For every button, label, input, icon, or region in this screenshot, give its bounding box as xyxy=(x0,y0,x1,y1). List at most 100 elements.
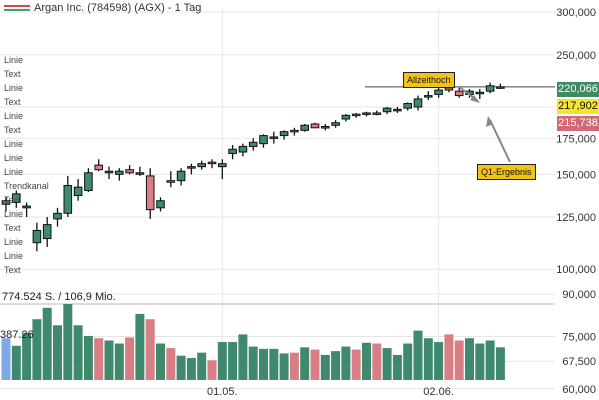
price-tag-high: 220,066 xyxy=(557,82,599,97)
volume-bar xyxy=(217,342,227,380)
volume-bar xyxy=(248,346,258,380)
volume-bar xyxy=(228,342,238,380)
q1-arrow xyxy=(489,119,511,163)
y-tick-label: 90,000 xyxy=(562,289,596,301)
volume-last-value: 387.26 xyxy=(0,329,34,341)
candle-body xyxy=(403,103,412,109)
candle-body xyxy=(218,163,227,168)
volume-bar xyxy=(145,319,155,380)
volume-bar xyxy=(444,334,454,380)
indicator-label[interactable]: Linie xyxy=(4,167,24,177)
volume-bar xyxy=(42,307,52,380)
candle-body xyxy=(115,170,124,175)
candle-body xyxy=(166,180,176,183)
candle-body xyxy=(413,98,423,108)
indicator-label[interactable]: Text xyxy=(4,195,21,205)
candle-body xyxy=(454,90,464,97)
candle-body xyxy=(485,85,495,92)
candle-body xyxy=(135,172,145,175)
grid xyxy=(0,8,555,390)
candle-body xyxy=(42,224,52,240)
y-tick-label: 75,000 xyxy=(562,332,596,344)
volume-bar xyxy=(331,351,341,380)
volume-bar xyxy=(495,347,505,380)
x-tick-label: 01.05. xyxy=(207,386,238,398)
candle-body xyxy=(496,86,505,89)
volume-bar xyxy=(22,332,32,380)
price-tag-low: 215,738 xyxy=(557,116,599,131)
candle-body xyxy=(197,163,206,168)
candle-body xyxy=(145,175,155,211)
candle-body xyxy=(424,95,433,98)
annotation-all-time-high[interactable]: Allzeithoch xyxy=(403,72,455,88)
candle-body xyxy=(341,114,351,120)
indicator-label[interactable]: Linie xyxy=(4,55,24,65)
indicator-label[interactable]: Linie xyxy=(4,209,24,219)
indicator-label[interactable]: Linie xyxy=(4,83,24,93)
volume-bar xyxy=(341,346,351,380)
volume-bar xyxy=(413,330,423,380)
candle-body xyxy=(1,200,11,205)
candlesticks xyxy=(1,82,505,252)
legend-title: Argan Inc. (784598) (AGX) - 1 Tag xyxy=(34,2,202,14)
volume-bars xyxy=(1,304,505,380)
legend-swatch xyxy=(4,5,30,11)
volume-bar xyxy=(114,343,124,380)
candle-body xyxy=(475,91,485,95)
candle-body xyxy=(393,108,402,112)
candle-body xyxy=(176,170,186,182)
volume-bar xyxy=(53,325,62,380)
volume-bar xyxy=(32,319,42,380)
indicator-label[interactable]: Linie xyxy=(4,111,24,121)
candle-body xyxy=(94,164,104,171)
indicator-label[interactable]: Linie xyxy=(4,153,24,163)
volume-bar xyxy=(475,343,485,380)
candle-body xyxy=(207,161,217,165)
indicator-list: Linie Text Linie Text Linie Text Linie Linie Lin… xyxy=(4,53,49,277)
chart-legend: Argan Inc. (784598) (AGX) - 1 Tag xyxy=(4,2,201,14)
y-tick-label: 60,000 xyxy=(562,384,596,396)
volume-bar xyxy=(382,348,392,380)
candle-body xyxy=(444,87,454,91)
volume-bar xyxy=(156,343,165,380)
candle-body xyxy=(125,169,134,174)
candle-body xyxy=(372,112,382,115)
volume-bar xyxy=(125,337,135,380)
indicator-label[interactable]: Linie xyxy=(4,251,24,261)
indicator-label[interactable]: Text xyxy=(4,223,21,233)
candle-body xyxy=(321,126,330,129)
candle-body xyxy=(156,200,165,209)
volume-bar xyxy=(207,360,217,380)
volume-bar xyxy=(320,354,330,380)
indicator-label[interactable]: Text xyxy=(4,69,21,79)
indicator-label[interactable]: Text xyxy=(4,97,21,107)
indicator-label[interactable]: Linie xyxy=(4,237,24,247)
candle-body xyxy=(104,170,114,174)
volume-bar xyxy=(73,325,83,380)
candle-body xyxy=(382,107,392,113)
volume-bar xyxy=(392,354,402,380)
indicator-label[interactable]: Linie xyxy=(4,139,24,149)
annotation-q1-result[interactable]: Q1-Ergebnis xyxy=(477,164,536,180)
volume-bar xyxy=(259,348,268,380)
indicator-label[interactable]: Text xyxy=(4,125,21,135)
candle-body xyxy=(53,212,62,220)
volume-bar xyxy=(310,349,320,380)
volume-bar xyxy=(176,355,186,380)
candle-body xyxy=(434,89,443,95)
candle-body xyxy=(32,229,42,244)
candle-body xyxy=(331,122,340,126)
volume-bar xyxy=(63,304,73,380)
price-tag-current: 217,902 xyxy=(557,99,599,114)
volume-bar xyxy=(166,348,176,380)
volume-bar xyxy=(403,343,413,380)
ath-arrow-head xyxy=(470,95,480,103)
y-tick-label: 150,000 xyxy=(556,169,596,181)
candle-body xyxy=(73,186,83,197)
candle-body xyxy=(351,113,361,117)
indicator-label[interactable]: Trendkanal xyxy=(4,181,49,191)
candle-body xyxy=(84,172,93,191)
x-tick-label: 02.06. xyxy=(423,386,454,398)
indicator-label[interactable]: Text xyxy=(4,265,21,275)
